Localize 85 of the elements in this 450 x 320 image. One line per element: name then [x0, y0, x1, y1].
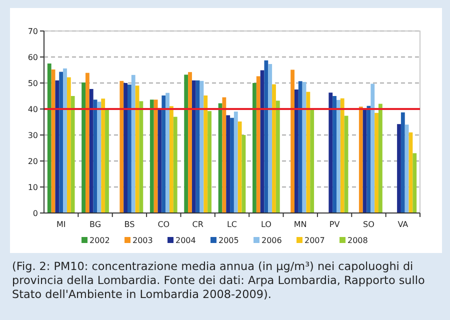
bar [105, 109, 109, 213]
legend-label: 2003 [132, 236, 153, 245]
bar [290, 70, 295, 213]
bar [162, 95, 166, 213]
legend-label: 2002 [90, 236, 110, 245]
bar [306, 92, 310, 213]
bar [120, 80, 124, 213]
bar [298, 81, 302, 213]
y-tick-label: 50 [28, 78, 38, 88]
bar [55, 80, 60, 213]
bar [336, 100, 340, 213]
x-tick-label: CO [158, 220, 170, 229]
bar [264, 60, 268, 213]
bar [208, 111, 212, 213]
x-tick-label: SO [363, 220, 374, 229]
bar [154, 100, 158, 213]
legend-label: 2007 [304, 236, 325, 245]
y-tick-label: 60 [28, 52, 38, 62]
bar [234, 112, 238, 213]
bar [192, 80, 196, 213]
x-tick-label: BS [124, 220, 135, 229]
legend-label: 2006 [262, 236, 282, 245]
bar [397, 124, 401, 213]
legend-label: 2004 [176, 236, 196, 245]
bar [188, 72, 192, 213]
bar [370, 84, 375, 213]
bar [86, 72, 90, 213]
y-tick-label: 40 [28, 104, 38, 114]
bar [47, 64, 52, 213]
y-tick-label: 30 [28, 130, 38, 140]
bar [276, 100, 280, 213]
x-tick-label: MI [56, 220, 66, 229]
bar [124, 83, 128, 213]
bar [59, 72, 64, 213]
legend-label: 2008 [348, 236, 368, 245]
x-tick-label: MN [294, 220, 307, 229]
bar [66, 77, 71, 213]
bar [252, 83, 256, 213]
x-tick-label: PV [329, 220, 340, 229]
bar [173, 116, 178, 213]
bar [222, 97, 226, 213]
bar [226, 115, 230, 213]
text: (Fig. 2: PM10: concentrazione media annua (in µg/m³) nei capoluoghi di provincia della Lombardia. Fonte dei dati: Arpa Lombardia, Rapporto sullo Stato dell'Ambiente in Lombardia 2008-2009). [12, 260, 426, 302]
bar [139, 101, 144, 213]
bar [400, 112, 405, 213]
bar [310, 110, 314, 213]
bar [63, 68, 67, 213]
bar [272, 84, 276, 213]
x-tick-label: LC [226, 220, 238, 229]
bar [204, 95, 208, 213]
y-tick-label: 10 [28, 182, 38, 192]
bar [412, 153, 417, 213]
x-tick-label: BG [90, 220, 102, 229]
bar [97, 102, 102, 213]
bar [328, 92, 333, 213]
y-tick-label: 70 [28, 26, 38, 36]
bar [128, 84, 132, 213]
bar [378, 104, 382, 213]
bar [358, 106, 363, 213]
bar [169, 106, 174, 213]
bar [238, 121, 242, 213]
bar [150, 100, 154, 213]
bar [101, 98, 106, 213]
bar [404, 124, 409, 213]
bar [362, 109, 367, 213]
bar [184, 74, 188, 213]
bar [82, 82, 86, 213]
bar [374, 112, 378, 213]
bar [196, 80, 200, 213]
y-tick-label: 20 [28, 156, 38, 166]
x-tick-label: VA [398, 220, 409, 229]
bar [70, 96, 75, 213]
x-tick-label: LO [260, 220, 272, 229]
x-tick-label: CR [192, 220, 204, 229]
bar [89, 88, 94, 213]
bar [230, 118, 234, 213]
bar [294, 90, 298, 213]
bar [332, 96, 336, 213]
bar [256, 76, 260, 213]
bar [340, 98, 344, 213]
y-tick-label: 0 [32, 208, 38, 218]
bar [131, 74, 136, 213]
bar [268, 64, 272, 213]
legend-label: 2005 [218, 236, 239, 245]
bar [166, 92, 170, 213]
